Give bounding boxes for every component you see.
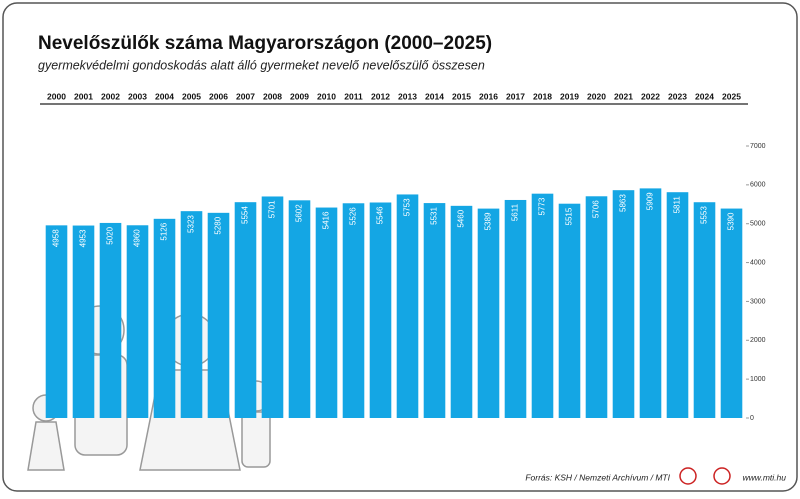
- bar: [45, 225, 68, 418]
- y-tick-label: 4000: [750, 259, 766, 266]
- bar: [99, 222, 122, 418]
- x-tick-label: 2021: [614, 91, 633, 101]
- bar: [639, 188, 662, 418]
- y-tick-label: 6000: [750, 182, 766, 189]
- x-tick-label: 2025: [722, 91, 741, 101]
- chart-subtitle: gyermekvédelmi gondoskodás alatt álló gy…: [38, 58, 485, 72]
- bar: [126, 225, 149, 418]
- bar: [585, 196, 608, 418]
- x-tick-label: 2022: [641, 91, 660, 101]
- bar: [693, 202, 716, 418]
- value-label: 5126: [160, 222, 169, 240]
- x-tick-label: 2020: [587, 91, 606, 101]
- y-tick-label: 2000: [750, 337, 766, 344]
- bar: [207, 212, 230, 418]
- value-label: 5531: [430, 207, 439, 225]
- bar: [396, 194, 419, 418]
- y-tick-label: 5000: [750, 221, 766, 228]
- value-label: 5553: [700, 206, 709, 224]
- x-tick-label: 2015: [452, 91, 471, 101]
- logo: [713, 467, 731, 485]
- value-label: 5546: [376, 206, 385, 224]
- x-tick-label: 2003: [128, 91, 147, 101]
- value-label: 5390: [727, 212, 736, 230]
- x-tick-label: 2019: [560, 91, 579, 101]
- value-label: 5020: [106, 226, 115, 244]
- value-label: 5773: [538, 197, 547, 215]
- x-tick-label: 2006: [209, 91, 228, 101]
- x-tick-label: 2023: [668, 91, 687, 101]
- x-tick-label: 2000: [47, 91, 66, 101]
- x-tick-label: 2007: [236, 91, 255, 101]
- bar: [612, 190, 635, 418]
- bar: [180, 211, 203, 418]
- y-tick-label: 0: [750, 415, 754, 422]
- value-label: 5701: [268, 200, 277, 218]
- value-label: 5515: [565, 207, 574, 225]
- x-tick-label: 2013: [398, 91, 417, 101]
- y-tick-label: 3000: [750, 298, 766, 305]
- chart-title: Nevelőszülők száma Magyarországon (2000–…: [38, 33, 492, 54]
- x-tick-label: 2024: [695, 91, 714, 101]
- bar: [153, 218, 176, 418]
- bar: [504, 199, 527, 418]
- logo: [679, 467, 697, 485]
- bar: [288, 200, 311, 418]
- value-label: 5811: [673, 196, 682, 214]
- value-label: 4960: [133, 229, 142, 247]
- value-label: 5554: [241, 206, 250, 224]
- y-tick-label: 1000: [750, 376, 766, 383]
- bar: [720, 208, 743, 418]
- x-tick-label: 2018: [533, 91, 552, 101]
- bar: [234, 202, 257, 418]
- value-label: 5323: [187, 215, 196, 233]
- value-label: 5602: [295, 204, 304, 222]
- x-tick-label: 2002: [101, 91, 120, 101]
- bar: [261, 196, 284, 418]
- bar: [423, 203, 446, 418]
- website: www.mti.hu: [743, 472, 787, 482]
- x-tick-label: 2016: [479, 91, 498, 101]
- bar: [369, 202, 392, 418]
- value-label: 5526: [349, 207, 358, 225]
- value-label: 5611: [511, 203, 520, 221]
- x-tick-label: 2011: [344, 91, 363, 101]
- bar: [666, 192, 689, 418]
- value-label: 5863: [619, 194, 628, 212]
- x-tick-label: 2005: [182, 91, 201, 101]
- value-label: 4958: [52, 229, 61, 247]
- value-label: 5280: [214, 216, 223, 234]
- bar: [72, 225, 95, 418]
- value-label: 5706: [592, 200, 601, 218]
- bar: [558, 203, 581, 418]
- x-tick-label: 2008: [263, 91, 282, 101]
- bar: [315, 207, 338, 418]
- bar: [450, 205, 473, 418]
- x-tick-label: 2004: [155, 91, 174, 101]
- x-tick-label: 2009: [290, 91, 309, 101]
- bar: [477, 208, 500, 418]
- value-label: 5909: [646, 192, 655, 210]
- value-label: 5416: [322, 211, 331, 229]
- value-label: 5389: [484, 212, 493, 230]
- bar: [342, 203, 365, 418]
- x-tick-label: 2001: [74, 91, 93, 101]
- x-tick-label: 2014: [425, 91, 444, 101]
- x-tick-label: 2010: [317, 91, 336, 101]
- x-tick-label: 2017: [506, 91, 525, 101]
- y-tick-label: 7000: [750, 143, 766, 150]
- value-label: 4953: [79, 229, 88, 247]
- value-label: 5460: [457, 209, 466, 227]
- value-label: 5753: [403, 198, 412, 216]
- source: Forrás: KSH / Nemzeti Archívum / MTI: [525, 472, 670, 482]
- bar: [531, 193, 554, 418]
- x-tick-label: 2012: [371, 91, 390, 101]
